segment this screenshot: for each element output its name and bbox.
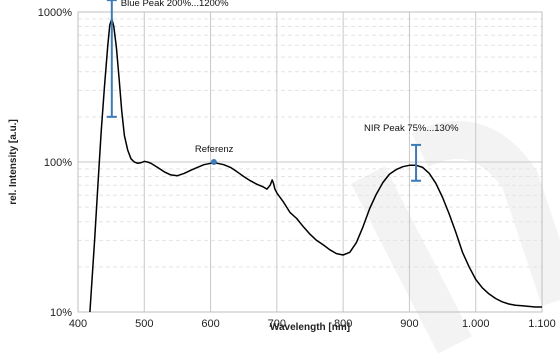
x-axis-label: Wavelength [nm] — [270, 322, 350, 333]
y-axis-ticks: 10% 100% 1000% — [38, 7, 72, 319]
x-tick-label: 1.100 — [528, 318, 556, 330]
error-bar-label: Blue Peak 200%...1200% — [121, 0, 229, 9]
reference-label: Referenz — [195, 144, 234, 155]
x-tick-label: 700 — [268, 318, 286, 330]
x-tick-label: 600 — [201, 318, 219, 330]
y-tick-label: 1000% — [38, 7, 72, 19]
x-tick-label: 500 — [135, 318, 153, 330]
reference-marker — [210, 159, 217, 165]
reference-points: Referenz — [195, 144, 234, 165]
error-bars: Blue Peak 200%...1200% NIR Peak 75%...130… — [106, 0, 459, 182]
grid — [77, 11, 543, 313]
error-bar: NIR Peak 75%...130% — [364, 123, 459, 182]
plot-frame — [77, 11, 543, 313]
watermark — [351, 121, 560, 354]
error-bar-label: NIR Peak 75%...130% — [364, 123, 459, 134]
spectrum-line — [89, 18, 542, 313]
x-tick-label: 900 — [400, 318, 418, 330]
x-axis-ticks: 400 500 600 700 800 900 1.000 1.100 — [69, 318, 556, 330]
y-tick-label: 10% — [50, 307, 72, 319]
x-tick-label: 1.000 — [462, 318, 490, 330]
x-tick-label: 400 — [69, 318, 87, 330]
x-tick-label: 800 — [334, 318, 352, 330]
y-axis-label: rel. Intensity [a.u.] — [8, 119, 19, 205]
error-bar: Blue Peak 200%...1200% — [106, 0, 229, 118]
y-tick-label: 100% — [44, 157, 72, 169]
